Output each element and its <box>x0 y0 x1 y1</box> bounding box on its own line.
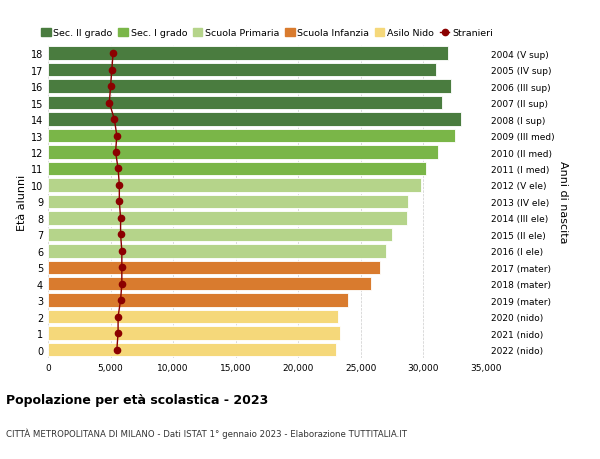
Text: CITTÀ METROPOLITANA DI MILANO - Dati ISTAT 1° gennaio 2023 - Elaborazione TUTTIT: CITTÀ METROPOLITANA DI MILANO - Dati IST… <box>6 428 407 438</box>
Bar <box>48 162 426 176</box>
Bar <box>48 64 436 77</box>
Bar <box>48 47 448 61</box>
Bar <box>48 343 336 357</box>
Bar <box>48 327 340 340</box>
Bar <box>48 129 455 143</box>
Bar <box>48 294 349 307</box>
Bar <box>48 212 407 225</box>
Bar <box>48 261 380 274</box>
Bar <box>48 245 386 258</box>
Text: Popolazione per età scolastica - 2023: Popolazione per età scolastica - 2023 <box>6 393 268 406</box>
Bar <box>48 97 442 110</box>
Bar <box>48 113 461 127</box>
Bar <box>48 277 371 291</box>
Bar <box>48 179 421 192</box>
Bar <box>48 195 409 209</box>
Bar <box>48 80 451 94</box>
Bar <box>48 228 392 241</box>
Legend: Sec. II grado, Sec. I grado, Scuola Primaria, Scuola Infanzia, Asilo Nido, Stran: Sec. II grado, Sec. I grado, Scuola Prim… <box>41 29 493 38</box>
Bar <box>48 310 338 324</box>
Bar <box>48 146 439 159</box>
Y-axis label: Età alunni: Età alunni <box>17 174 26 230</box>
Y-axis label: Anni di nascita: Anni di nascita <box>559 161 568 243</box>
